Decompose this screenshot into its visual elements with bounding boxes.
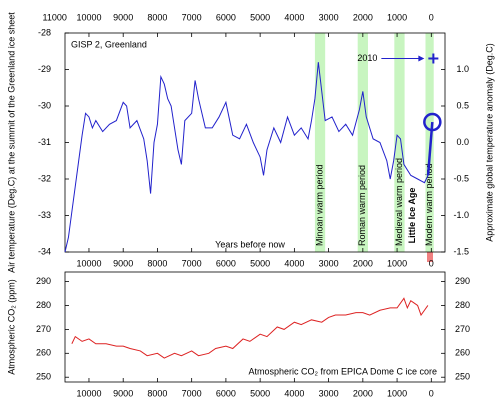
present-marker [427, 252, 433, 262]
x-tick-label-top: 11000 [43, 12, 67, 22]
annotation: 2010 [357, 53, 377, 63]
arrow-head [418, 55, 425, 62]
x-tick-label: 4000 [284, 388, 304, 398]
y2-tick-label: 0.5 [456, 100, 469, 110]
y2-tick-label: -1.5 [453, 246, 469, 256]
x-tick-label: 1000 [387, 388, 407, 398]
x-tick-label-top: 1000 [387, 12, 407, 22]
x-tick-label-top: 10000 [76, 12, 101, 22]
annotation: Little Ice Age [407, 188, 417, 244]
x-tick-label: 8000 [147, 258, 167, 268]
y-tick-label: 290 [36, 276, 51, 286]
y2-tick-label: 1.0 [456, 64, 469, 74]
x-tick-label: 6000 [216, 258, 236, 268]
y-tick-label: -34 [38, 246, 51, 256]
y-tick-label: 260 [36, 348, 51, 358]
period-band [314, 33, 326, 252]
y-tick-label: 270 [36, 324, 51, 334]
x-tick-label: 9000 [113, 388, 133, 398]
y2-axis-label: Approximate global temperature anomaly (… [484, 43, 494, 242]
y-tick-label: -29 [38, 64, 51, 74]
x-tick-label-top: 8000 [147, 12, 167, 22]
x-tick-label: 0 [429, 388, 434, 398]
x-tick-label-top: 6000 [216, 12, 236, 22]
note: Atmospheric CO₂ from EPICA Dome C ice co… [248, 366, 437, 376]
x-tick-label: 6000 [216, 388, 236, 398]
plot-frame [64, 32, 446, 253]
period-label: Roman warm period [357, 165, 367, 246]
x-tick-label: 2000 [353, 258, 373, 268]
period-band [394, 33, 405, 252]
x-tick-label-top: 0 [429, 12, 434, 22]
x-axis-label: Years before now [215, 239, 285, 249]
period-label: Medieval warm period [394, 158, 404, 246]
period-label: Modern warm period [424, 163, 434, 246]
x-tick-label-top: 7000 [182, 12, 202, 22]
x-tick-label: 4000 [284, 258, 304, 268]
y-tick-label: -33 [38, 210, 51, 220]
y2-tick-label: 0.0 [456, 137, 469, 147]
plot-frame [64, 271, 446, 383]
period-label: Minoan warm period [314, 164, 324, 246]
period-band [357, 33, 368, 252]
y-tick-label: -31 [38, 137, 51, 147]
chart-title: GISP 2, Greenland [71, 39, 147, 49]
y-tick-label-right: 260 [455, 348, 470, 358]
y2-tick-label: -0.5 [453, 173, 469, 183]
y-axis-label: Atmospheric CO₂ (ppm) [6, 279, 16, 375]
y-tick-label-right: 280 [455, 300, 470, 310]
y-tick-label: -32 [38, 173, 51, 183]
y-tick-label: -28 [38, 27, 51, 37]
x-tick-label: 2000 [353, 388, 373, 398]
x-tick-label: 5000 [250, 258, 270, 268]
x-tick-label: 10000 [76, 258, 101, 268]
series-line [71, 297, 429, 359]
x-tick-label: 3000 [319, 388, 339, 398]
end-marker [423, 112, 442, 132]
x-tick-label: 3000 [319, 258, 339, 268]
x-tick-label: 8000 [147, 388, 167, 398]
series-line [64, 62, 429, 253]
plus-marker [428, 53, 439, 64]
x-tick-label: 1000 [387, 258, 407, 268]
y-axis-label: Air temperature (Deg.C) at the summit of… [6, 12, 16, 273]
x-tick-label: 0 [429, 258, 434, 268]
x-tick-label-top: 3000 [319, 12, 339, 22]
x-tick-label: 7000 [182, 258, 202, 268]
x-tick-label: 7000 [182, 388, 202, 398]
x-tick-label-top: 9000 [113, 12, 133, 22]
y-tick-label: 280 [36, 300, 51, 310]
x-tick-label: 9000 [113, 258, 133, 268]
x-tick-label-top: 4000 [284, 12, 304, 22]
y2-tick-label: -1.0 [453, 210, 469, 220]
x-tick-label: 10000 [76, 388, 101, 398]
y-tick-label: -30 [38, 100, 51, 110]
y-tick-label-right: 270 [455, 324, 470, 334]
y-tick-label-right: 250 [455, 372, 470, 382]
y-tick-label: 250 [36, 372, 51, 382]
x-tick-label-top: 2000 [353, 12, 373, 22]
x-tick-label: 5000 [250, 388, 270, 398]
x-tick-label-top: 5000 [250, 12, 270, 22]
y-tick-label-right: 290 [455, 276, 470, 286]
